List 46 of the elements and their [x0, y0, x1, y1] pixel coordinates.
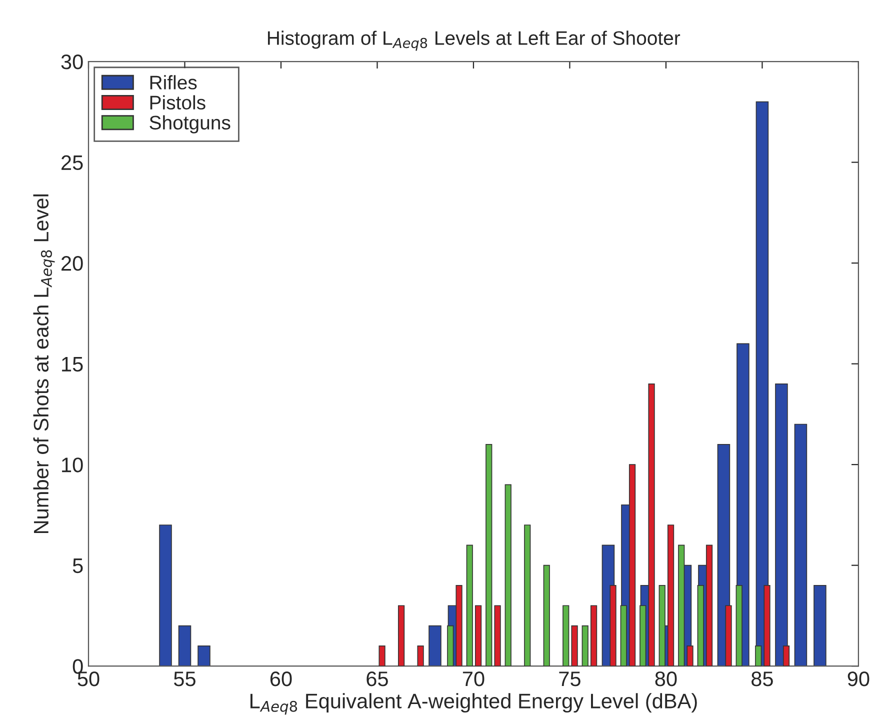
x-tick-label: 55: [174, 672, 196, 686]
bar: [428, 625, 442, 666]
bar: [794, 424, 808, 666]
bar: [775, 384, 788, 666]
x-tick-label: 80: [655, 671, 677, 686]
legend-label: Shotguns: [150, 115, 230, 134]
x-tick-label: 70: [462, 671, 484, 686]
x-tick-label: 85: [752, 671, 773, 686]
bar: [756, 101, 769, 666]
y-tick-label: 20: [62, 256, 83, 271]
bar: [474, 605, 482, 666]
bar: [814, 585, 826, 666]
bar: [486, 444, 492, 666]
legend-label: Pistols: [150, 95, 206, 110]
bar: [417, 646, 424, 666]
bar: [658, 585, 666, 666]
chart-title: Histogram of L$_{Aeq8}$ Levels at Left Ear of Shooter: [268, 30, 680, 51]
bar: [524, 524, 531, 666]
bar: [667, 524, 674, 666]
bar: [398, 605, 405, 666]
bar: [543, 564, 550, 666]
y-tick-label: 5: [72, 558, 83, 574]
y-tick-label: 0: [72, 659, 83, 674]
y-tick-label: 10: [62, 458, 83, 472]
bar: [582, 625, 588, 666]
bar: [504, 484, 512, 666]
y-tick-label: 25: [62, 155, 83, 170]
y-tick-label: 15: [62, 357, 83, 372]
x-axis-title: L$_{Aeq8}$ Equivalent A-weighted Energy Level (dBA): [250, 693, 697, 715]
bar: [198, 646, 210, 666]
x-tick-label: 90: [848, 671, 870, 686]
x-tick-label: 65: [366, 671, 388, 686]
bar: [562, 605, 570, 666]
y-tick-label: 30: [61, 54, 83, 70]
bar: [494, 605, 501, 666]
x-tick-label: 50: [78, 671, 100, 686]
bar: [159, 524, 172, 666]
x-tick-label: 60: [270, 671, 292, 686]
y-axis-title: Number of Shots at each L$_{Aeq8}$ Level: [33, 194, 55, 534]
bar: [178, 625, 192, 666]
bar: [466, 544, 473, 666]
bar: [378, 646, 386, 666]
legend-label: Rifles: [150, 75, 197, 90]
bar: [590, 605, 598, 666]
bar: [571, 625, 578, 666]
x-tick-label: 75: [559, 672, 580, 686]
